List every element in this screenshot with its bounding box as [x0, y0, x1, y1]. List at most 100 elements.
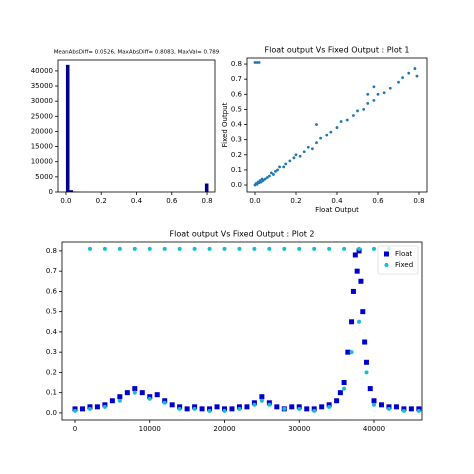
legend-label: Fixed: [395, 261, 413, 269]
point: [132, 390, 137, 395]
y-tick-label: 0.1: [231, 166, 242, 174]
point: [184, 406, 190, 412]
point: [177, 406, 182, 411]
y-axis-label: Fixed Output: [221, 102, 229, 147]
point: [117, 246, 122, 251]
y-tick-label: 0.3: [46, 348, 57, 356]
point: [366, 101, 370, 105]
point: [315, 123, 318, 126]
point: [162, 400, 167, 405]
y-tick-label: 0.0: [231, 181, 242, 189]
point: [376, 92, 380, 96]
point: [222, 406, 228, 412]
x-tick-label: 0.4: [331, 197, 343, 205]
point: [325, 133, 329, 137]
point: [274, 170, 277, 173]
y-tick-label: 0.2: [46, 368, 57, 376]
point: [341, 380, 347, 386]
point: [265, 176, 269, 179]
x-axis-label: Float Output: [315, 206, 359, 214]
point: [177, 404, 183, 410]
point: [109, 398, 115, 404]
point: [282, 406, 287, 411]
point: [276, 168, 279, 172]
point: [342, 386, 347, 391]
point: [259, 394, 265, 400]
point: [147, 394, 153, 400]
point: [357, 319, 362, 324]
y-tick-label: 15000: [31, 143, 53, 151]
point: [237, 246, 242, 251]
point: [278, 165, 281, 169]
y-tick-label: 25000: [31, 112, 53, 120]
point: [366, 92, 370, 96]
point: [272, 173, 275, 176]
y-tick-label: 5000: [35, 173, 53, 181]
point: [255, 182, 259, 186]
x-tick-label: 40000: [363, 425, 385, 433]
point: [252, 246, 257, 251]
point: [117, 398, 122, 403]
x-tick-label: 0.4: [131, 197, 143, 205]
point: [401, 406, 407, 412]
point: [327, 404, 332, 409]
point: [327, 246, 332, 251]
x-tick-label: 0.0: [60, 197, 71, 205]
point: [139, 390, 145, 396]
chart-title: Float output Vs Fixed Output : Plot 1: [265, 46, 410, 55]
point: [192, 246, 197, 251]
y-tick-label: 0.8: [46, 247, 57, 255]
point: [315, 141, 318, 145]
point: [334, 398, 340, 404]
point: [267, 402, 272, 407]
legend-marker: [384, 251, 389, 257]
point: [87, 406, 92, 411]
point: [284, 162, 288, 166]
x-tick-label: 10000: [139, 425, 161, 433]
point: [372, 85, 376, 89]
point: [345, 118, 349, 122]
point: [207, 408, 212, 413]
point: [397, 80, 400, 84]
point: [345, 349, 351, 355]
bar: [69, 190, 74, 192]
y-tick-label: 0.4: [231, 121, 243, 129]
y-tick-label: 0.6: [46, 287, 58, 295]
point: [407, 71, 411, 75]
point: [302, 150, 306, 154]
point: [236, 404, 242, 410]
point: [386, 404, 392, 410]
point: [267, 246, 272, 251]
y-tick-label: 0.2: [231, 151, 242, 159]
axes-frame: [246, 57, 428, 193]
point: [354, 268, 360, 274]
point: [192, 404, 198, 410]
point: [132, 246, 137, 251]
point: [342, 246, 347, 251]
point: [349, 319, 355, 325]
point: [251, 400, 257, 406]
point: [297, 246, 302, 251]
y-tick-label: 0.7: [231, 75, 242, 83]
point: [304, 406, 310, 412]
point: [79, 406, 85, 412]
point: [311, 406, 317, 412]
point: [297, 406, 302, 411]
point: [352, 252, 358, 258]
point: [259, 180, 263, 184]
point: [337, 390, 343, 396]
point: [147, 246, 152, 251]
point: [261, 179, 265, 182]
y-tick-label: 20000: [31, 127, 53, 135]
point: [263, 177, 267, 181]
y-tick-label: 0.4: [46, 328, 58, 336]
point: [252, 402, 257, 407]
point: [257, 61, 261, 64]
point: [339, 120, 343, 123]
point: [349, 350, 354, 355]
point: [401, 76, 405, 80]
point: [364, 359, 370, 365]
point: [229, 406, 235, 412]
point: [94, 404, 100, 410]
